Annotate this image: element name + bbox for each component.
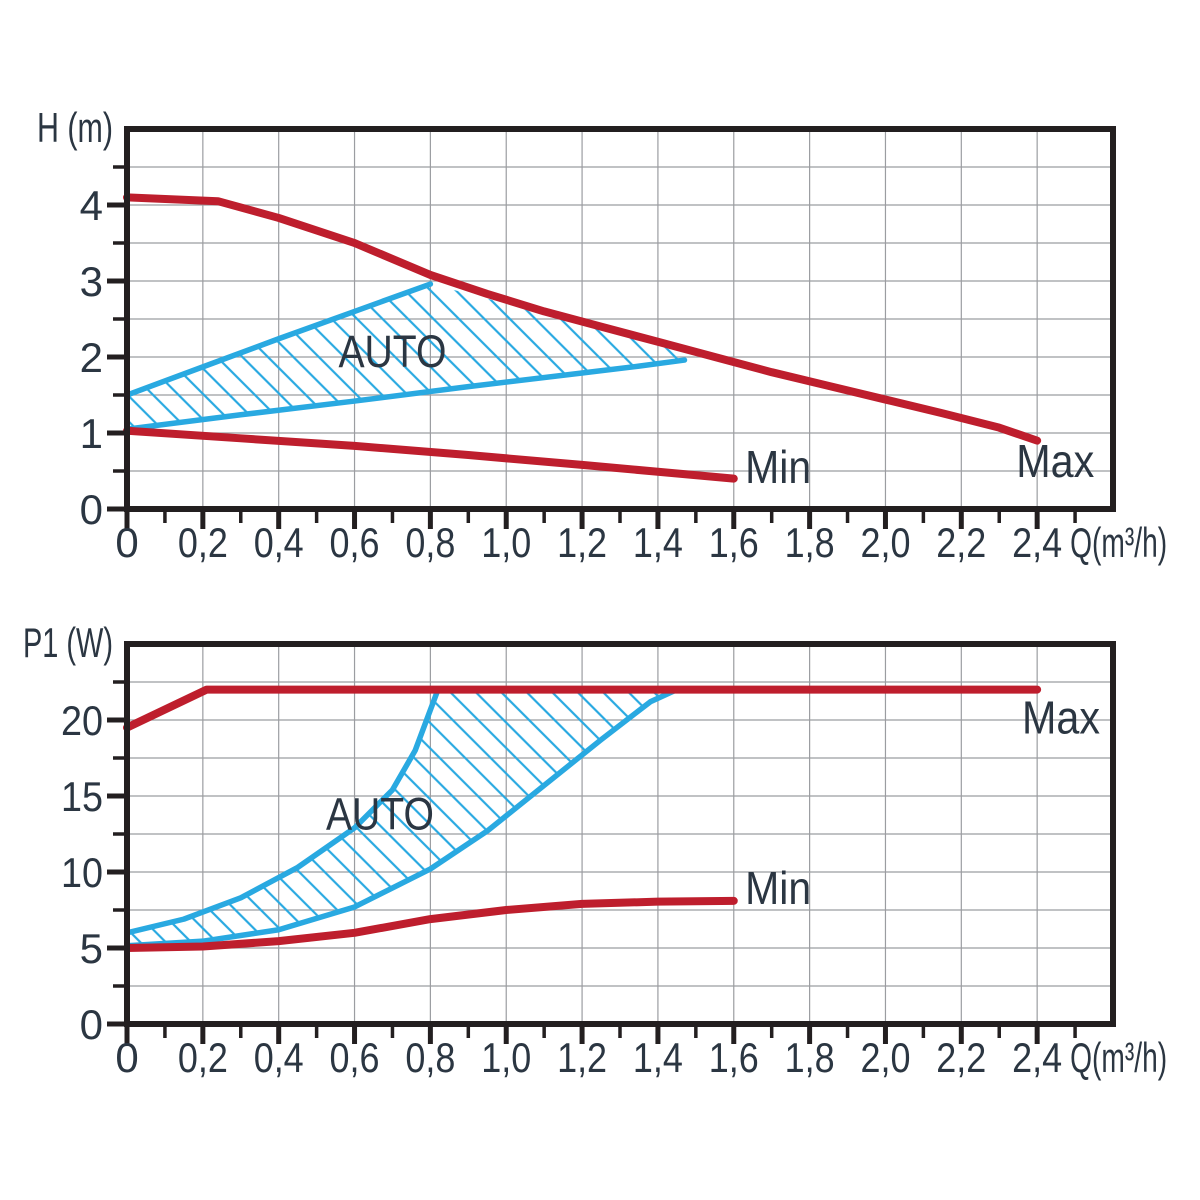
h-q-chart-annotation-min: Min	[745, 441, 811, 493]
p1-q-chart-auto-upper-curve	[124, 686, 441, 936]
h-q-chart-x-tick-label: 0,4	[254, 519, 304, 566]
h-q-chart-auto-upper-curve	[124, 281, 434, 398]
h-q-chart-y-tick-label: 1	[80, 410, 103, 457]
h-q-chart-min-curve	[123, 426, 738, 483]
p1-q-chart-auto-lower-curve	[124, 686, 680, 949]
h-q-chart-x-tick-label: 1,0	[481, 519, 531, 566]
p1-q-chart-x-tick-label: 1,0	[481, 1034, 531, 1081]
h-q-chart-annotation-max: Max	[1016, 435, 1094, 487]
h-q-chart-x-tick-label: 1,2	[557, 519, 607, 566]
p1-q-chart-x-tick-label: 2,4	[1012, 1034, 1062, 1081]
p1-q-chart-y-tick-label: 20	[61, 697, 103, 744]
h-q-chart-x-tick-label: 1,8	[785, 519, 835, 566]
h-q-chart-y-tick-label: 4	[80, 182, 103, 229]
h-q-chart-max-curve	[123, 193, 1042, 445]
h-q-chart-x-tick-label: 1,6	[709, 519, 759, 566]
p1-q-chart-annotation-max: Max	[1022, 692, 1100, 744]
h-q-chart-x-tick-label: 0	[115, 519, 138, 566]
p1-q-chart-x-tick-label: 1,6	[709, 1034, 759, 1081]
h-q-chart-x-axis-title: Q(m³/h)	[1070, 519, 1167, 566]
h-q-chart-tick-labels: 0 0,2 0,4 0,6 0,8 1,0 1,2 1,4 1,6 1,8 2,0 2,2 2,4 0 1 2…	[80, 182, 1063, 566]
p1-q-chart-x-axis-title: Q(m³/h)	[1070, 1034, 1167, 1081]
p1-q-chart-y-tick-label: 0	[80, 1001, 103, 1048]
p1-q-chart-y-tick-label: 15	[61, 773, 103, 820]
p1-q-chart: 0 0,2 0,4 0,6 0,8 1,0 1,2 1,4 1,6 1,8 2,0 2,2 2,4 0 5 1…	[23, 619, 1167, 1081]
h-q-chart-x-tick-label: 0,8	[405, 519, 455, 566]
h-q-chart-auto-lower-curve	[124, 357, 688, 432]
p1-q-chart-min-curve	[123, 896, 738, 952]
h-q-chart-x-tick-label: 0,2	[178, 519, 228, 566]
p1-q-chart-y-tick-label: 10	[61, 849, 103, 896]
h-q-chart-y-axis-title: H (m)	[37, 104, 113, 151]
h-q-chart-x-tick-label: 2,4	[1012, 519, 1062, 566]
h-q-chart-x-tick-label: 2,2	[936, 519, 986, 566]
h-q-chart-y-tick-label: 2	[80, 334, 103, 381]
p1-q-chart-y-tick-label: 5	[80, 925, 103, 972]
h-q-chart-gridlines	[127, 129, 1113, 509]
h-q-chart-auto-region	[127, 284, 685, 430]
p1-q-chart-annotation-auto: AUTO	[326, 788, 434, 839]
p1-q-chart-auto-region	[127, 689, 677, 946]
h-q-chart: 0 0,2 0,4 0,6 0,8 1,0 1,2 1,4 1,6 1,8 2,0 2,2 2,4 0 1 2…	[37, 104, 1167, 566]
p1-q-chart-y-axis-title: P1 (W)	[23, 619, 113, 666]
h-q-chart-annotation-auto: AUTO	[338, 326, 446, 377]
h-q-chart-ticks	[107, 165, 1077, 529]
p1-q-chart-x-tick-label: 0,6	[330, 1034, 380, 1081]
h-q-chart-x-tick-label: 2,0	[860, 519, 910, 566]
h-q-chart-y-tick-label: 3	[80, 258, 103, 305]
p1-q-chart-annotation-min: Min	[745, 862, 811, 914]
h-q-chart-x-tick-label: 0,6	[330, 519, 380, 566]
h-q-chart-x-tick-label: 1,4	[633, 519, 683, 566]
p1-q-chart-x-tick-label: 0,2	[178, 1034, 228, 1081]
p1-q-chart-x-tick-label: 0,4	[254, 1034, 304, 1081]
p1-q-chart-x-tick-label: 0,8	[405, 1034, 455, 1081]
p1-q-chart-x-tick-label: 1,4	[633, 1034, 683, 1081]
p1-q-chart-x-tick-label: 2,2	[936, 1034, 986, 1081]
p1-q-chart-max-curve	[123, 685, 1042, 732]
p1-q-chart-ticks	[107, 680, 1077, 1044]
p1-q-chart-x-tick-label: 0	[115, 1034, 138, 1081]
p1-q-chart-x-tick-label: 1,2	[557, 1034, 607, 1081]
h-q-chart-y-tick-label: 0	[80, 486, 103, 533]
p1-q-chart-tick-labels: 0 0,2 0,4 0,6 0,8 1,0 1,2 1,4 1,6 1,8 2,0 2,2 2,4 0 5 1…	[61, 697, 1062, 1081]
p1-q-chart-x-tick-label: 1,8	[785, 1034, 835, 1081]
p1-q-chart-x-tick-label: 2,0	[860, 1034, 910, 1081]
